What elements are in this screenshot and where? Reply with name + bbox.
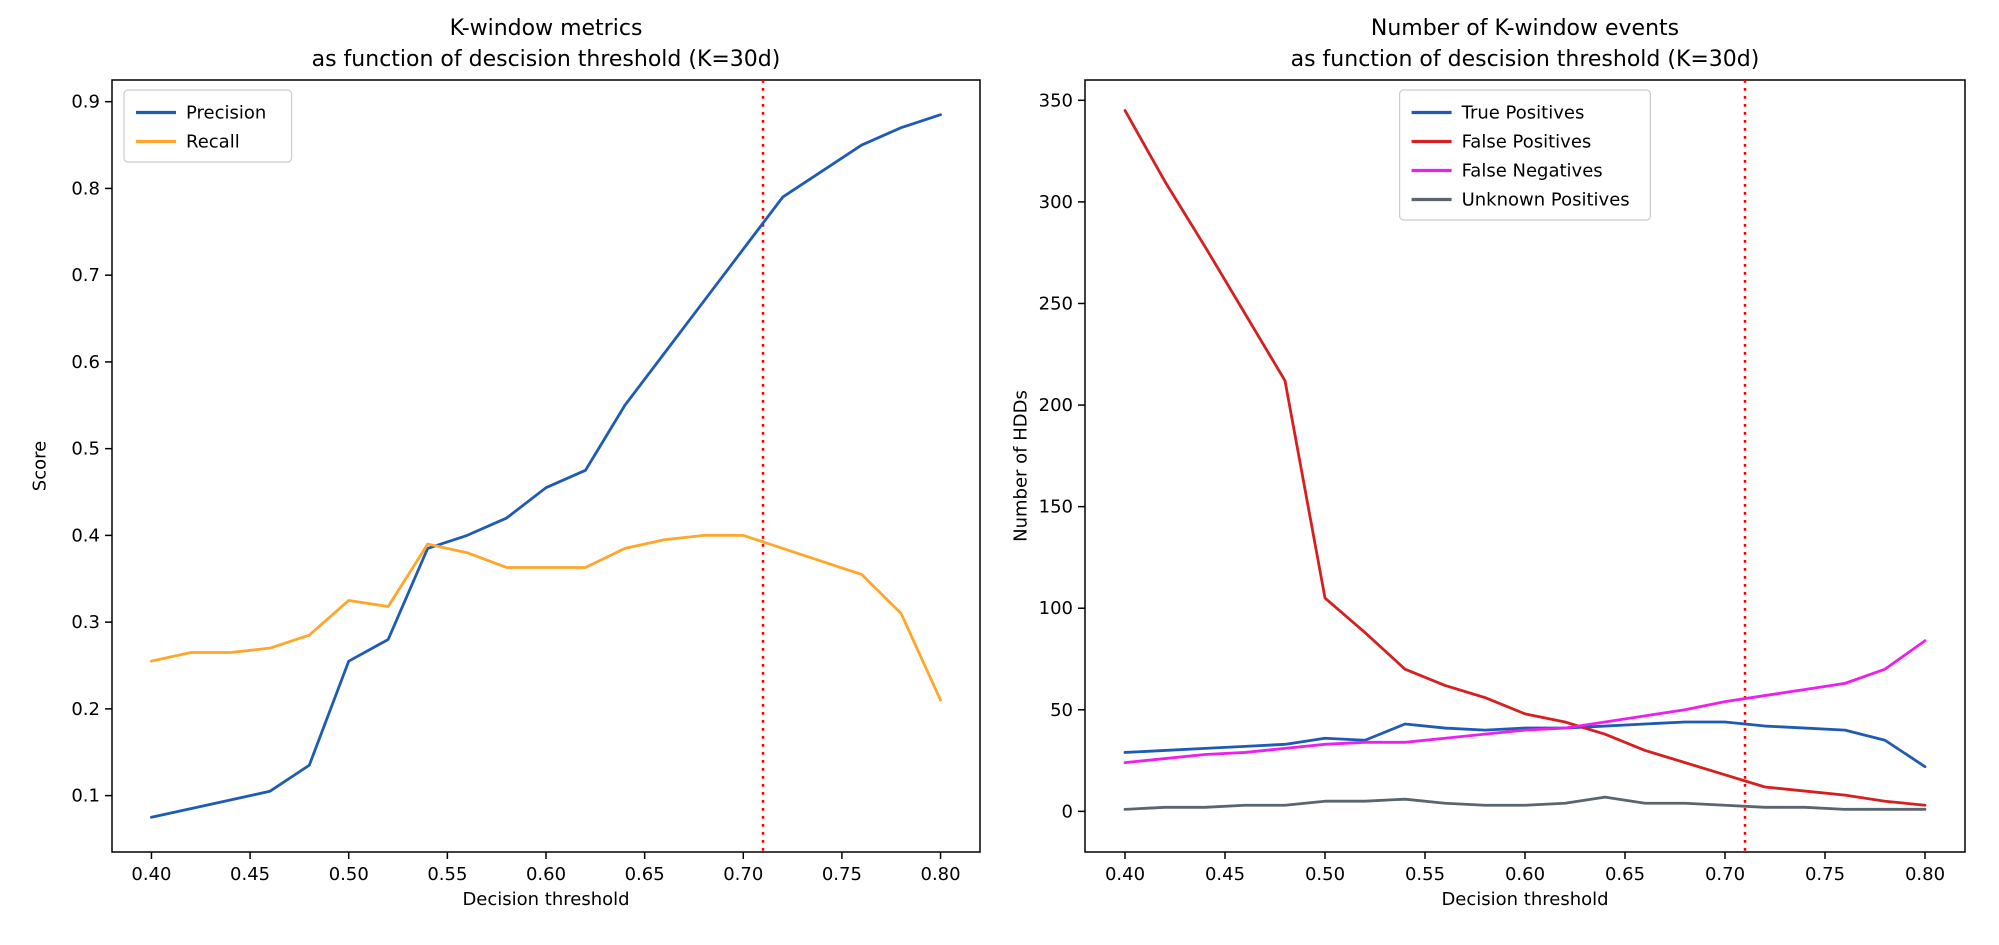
series-line-false-positives [1123,109,1927,807]
right-x-axis-label: Decision threshold [1441,889,1609,910]
x-tick-label: 0.50 [1305,864,1345,885]
x-tick-label: 0.40 [131,864,171,885]
x-tick-label: 0.80 [1905,864,1945,885]
y-tick-label: 0.7 [71,265,100,286]
x-tick-label: 0.60 [1505,864,1545,885]
y-tick-label: 350 [1039,90,1073,111]
y-tick-label: 0.2 [71,699,100,720]
legend-label-true-positives: True Positives [1461,103,1585,124]
series-line-unknown-positives [1123,795,1927,811]
left-x-axis-label: Decision threshold [462,889,630,910]
x-tick-label: 0.65 [1605,864,1645,885]
y-tick-label: 250 [1039,293,1073,314]
x-tick-label: 0.75 [1805,864,1845,885]
x-tick-label: 0.55 [1405,864,1445,885]
x-tick-label: 0.40 [1105,864,1145,885]
x-tick-label: 0.65 [625,864,665,885]
x-tick-label: 0.75 [822,864,862,885]
legend-label-precision: Precision [186,103,266,124]
y-tick-label: 50 [1050,700,1073,721]
y-tick-label: 0.1 [71,786,100,807]
left-chart-title: K-window metrics as function of descisio… [311,16,781,72]
left-y-axis-label: Score [29,440,51,492]
y-tick-label: 100 [1039,598,1073,619]
x-tick-label: 0.80 [921,864,961,885]
legend-label-unknown-positives: Unknown Positives [1462,190,1630,211]
series-line-precision [150,113,942,819]
legend-label-recall: Recall [186,132,240,153]
figure-right: Number of K-window events as function of… [999,0,1999,941]
series-line-false-negatives [1123,639,1927,765]
x-tick-label: 0.50 [329,864,369,885]
y-tick-label: 0 [1062,801,1073,822]
series-line-recall [150,533,942,702]
x-tick-label: 0.70 [723,864,763,885]
legend-label-false-negatives: False Negatives [1462,161,1603,182]
x-tick-label: 0.45 [230,864,270,885]
y-tick-label: 0.5 [71,439,100,460]
x-tick-label: 0.55 [427,864,467,885]
right-y-axis-label: Number of HDDs [1010,390,1032,542]
series-line-true-positives [1123,720,1927,769]
right-chart-title: Number of K-window events as function of… [1290,16,1760,72]
legend-label-false-positives: False Positives [1462,132,1592,153]
figure-left: K-window metrics as function of descisio… [0,0,999,941]
y-tick-label: 0.6 [71,352,100,373]
legend-box [1399,89,1652,221]
x-tick-label: 0.60 [526,864,566,885]
legend-box [123,89,293,163]
y-tick-label: 200 [1039,395,1073,416]
y-tick-label: 0.4 [71,525,100,546]
x-tick-label: 0.70 [1705,864,1745,885]
y-tick-label: 150 [1039,497,1073,518]
left-chart-plot-area: 0.40 0.45 0.50 0.55 0.60 0.65 0.70 0.75 0.80 0.1 0… [71,79,981,885]
y-tick-label: 300 [1039,192,1073,213]
y-tick-label: 0.3 [71,612,100,633]
y-tick-label: 0.8 [71,178,100,199]
right-chart-plot-area: 0.40 0.45 0.50 0.55 0.60 0.65 0.70 0.75 0.80 0 50 1… [1039,79,1966,885]
x-tick-label: 0.45 [1205,864,1245,885]
axes-frame [111,79,981,853]
y-tick-label: 0.9 [71,92,100,113]
